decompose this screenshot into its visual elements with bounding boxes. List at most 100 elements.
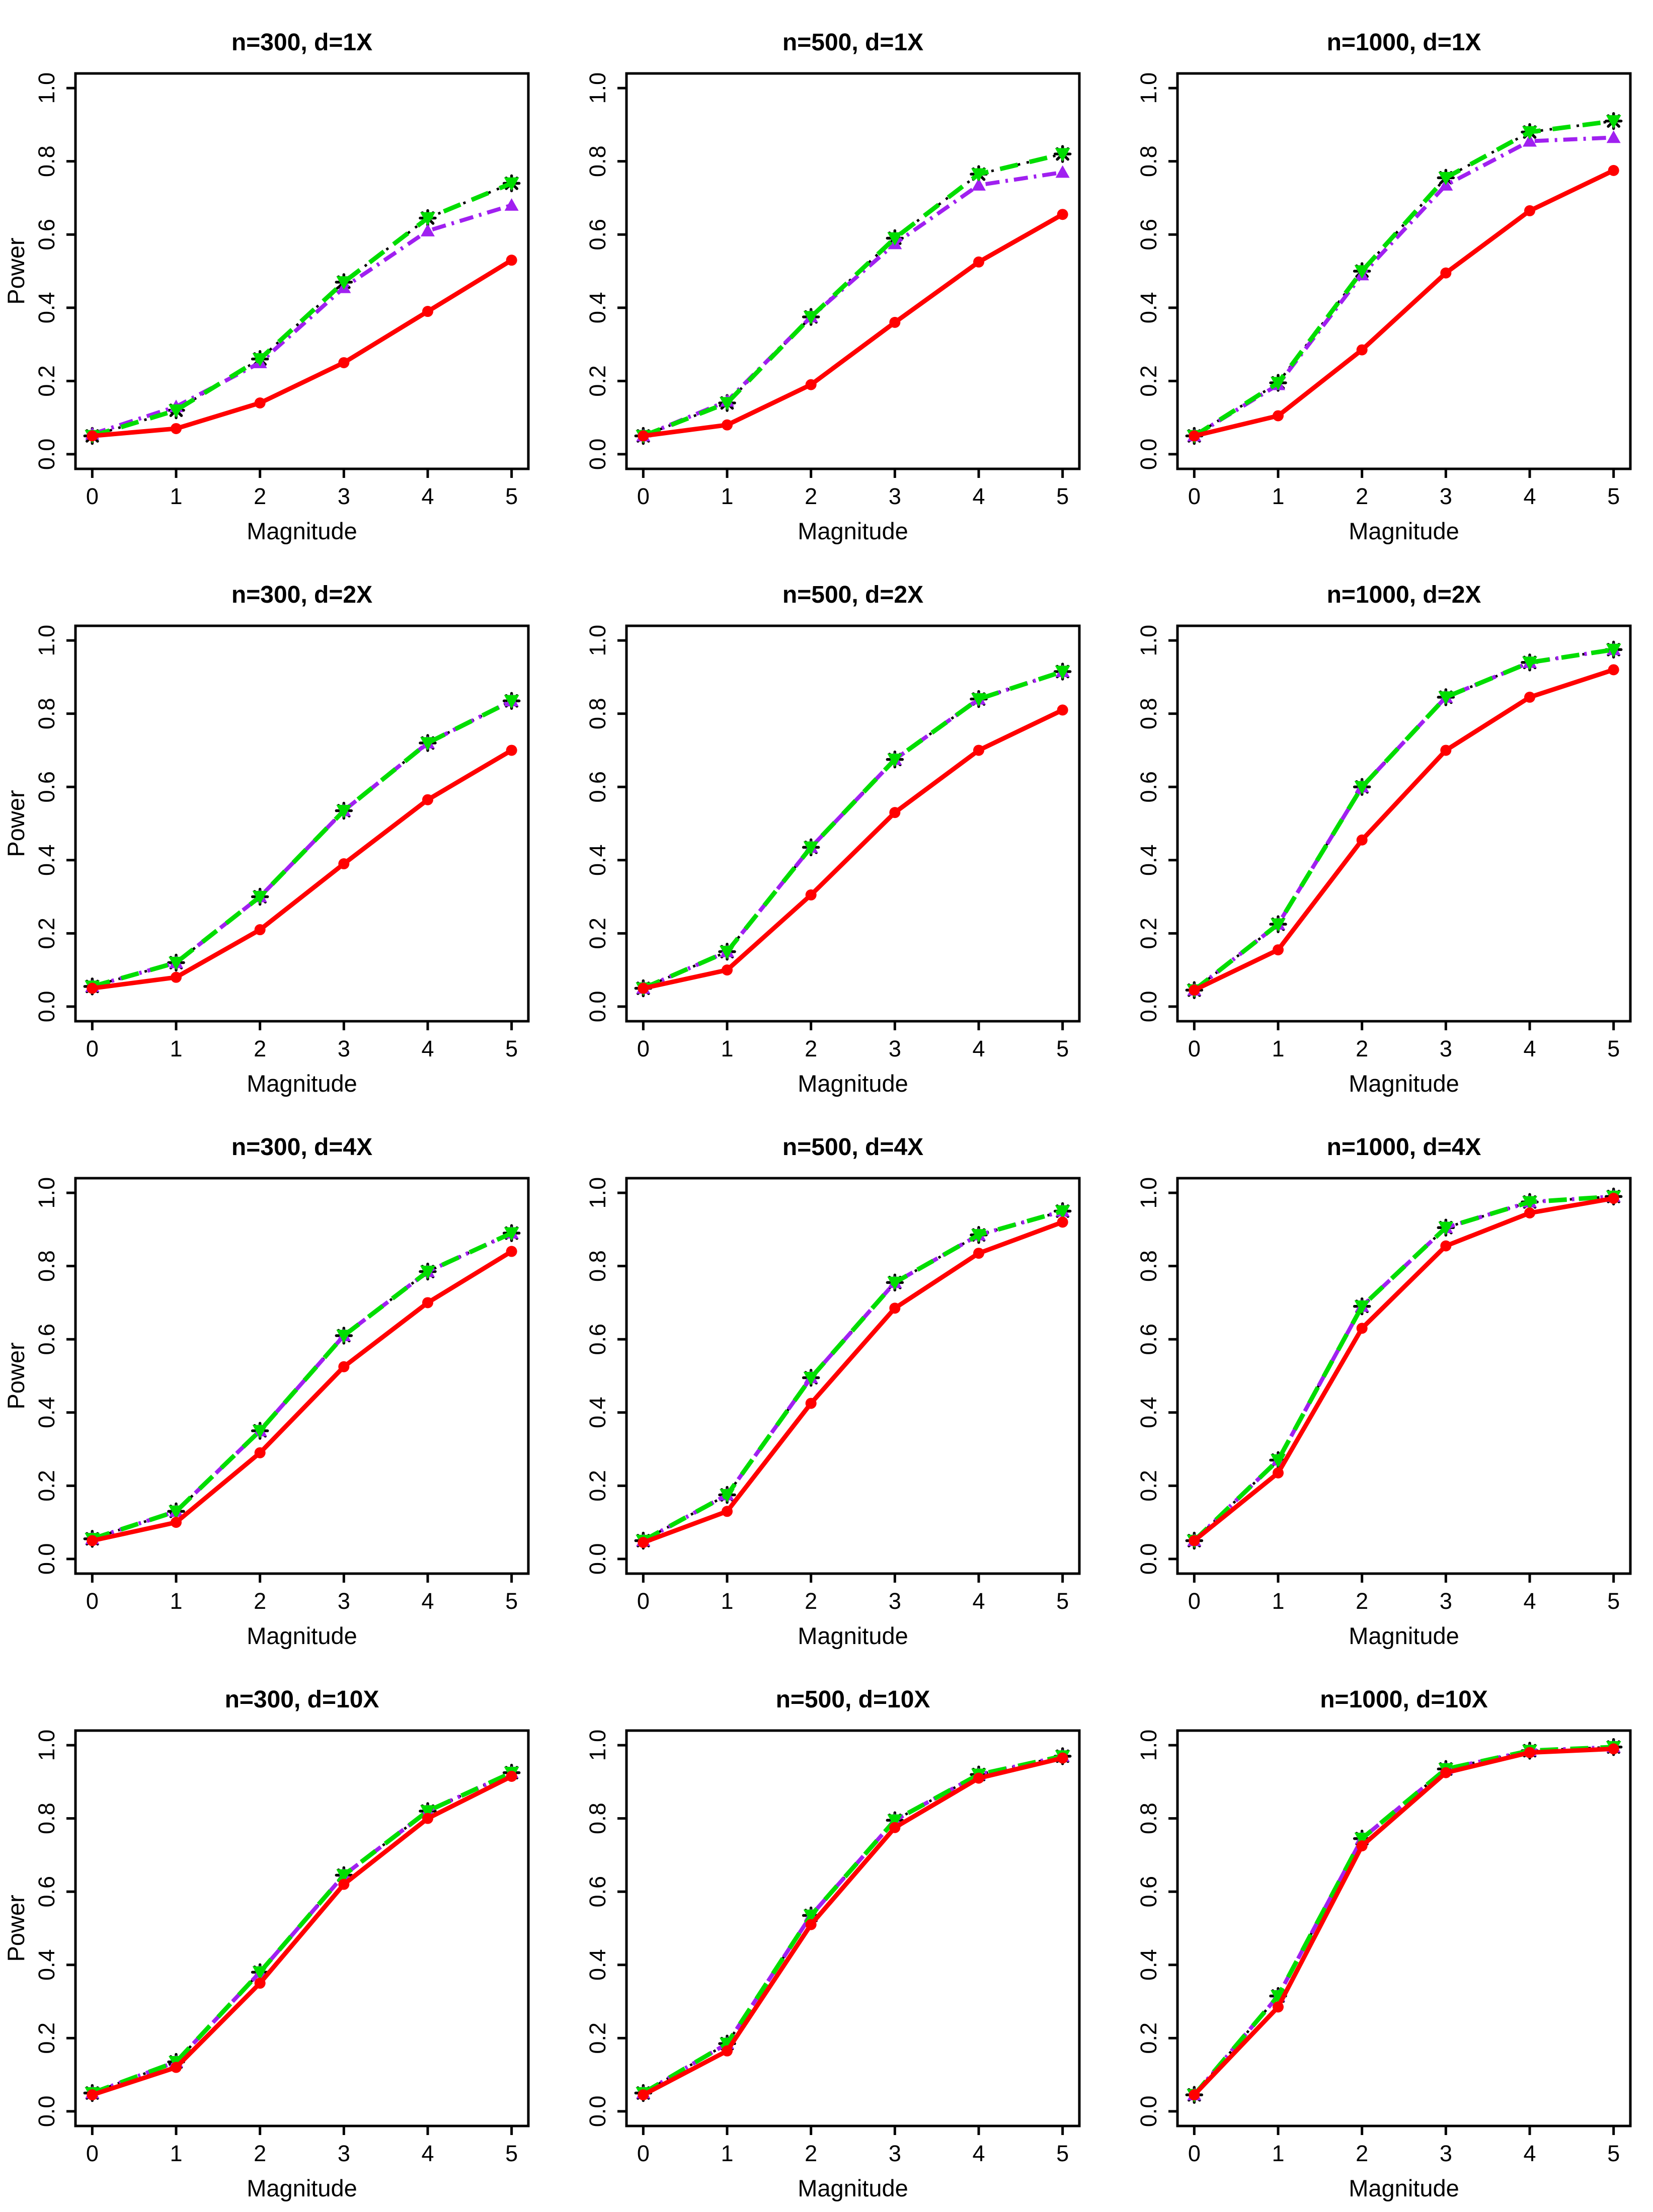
data-point-circle-marker — [1189, 1535, 1200, 1546]
series-line-green_dashed_triangle — [92, 699, 513, 989]
y-tick-label: 0.8 — [585, 1803, 610, 1834]
data-point-circle-marker — [1524, 1747, 1535, 1758]
data-point-circle-marker — [422, 1297, 433, 1308]
y-tick-label: 0.0 — [1136, 2096, 1161, 2127]
data-point-triangle-up-marker — [1523, 134, 1537, 147]
y-tick-label: 0.4 — [585, 844, 610, 876]
subplot-cell-1: n=300, d=1X 0 1 2 3 4 5 0.0 0.2 0.4 0.6 0.8 1.0 Magni… — [0, 0, 551, 552]
series-red_solid_circle — [1189, 664, 1619, 996]
y-axis-label: Power — [3, 790, 29, 857]
series-line-purple_dashdot_triangle — [1193, 647, 1614, 992]
y-tick-label: 0.0 — [1136, 1543, 1161, 1575]
x-axis-label: Magnitude — [798, 518, 908, 544]
x-tick-label: 0 — [637, 483, 650, 509]
subplot-cell-6: n=1000, d=2X 0 1 2 3 4 5 0.0 0.2 0.4 0.6 0.8 1.0 Magn… — [1102, 552, 1653, 1105]
y-tick-label: 0.8 — [1136, 1250, 1161, 1282]
data-point-triangle-down-marker — [971, 693, 986, 707]
subplot-n-300-d-4x: n=300, d=4X 0 1 2 3 4 5 0.0 0.2 0.4 0.6 0.8 1.0 Magni… — [3, 1134, 530, 1649]
series-purple_dashdot_triangle — [85, 1226, 519, 1544]
series-line-purple_dashdot_triangle — [642, 170, 1063, 438]
data-point-triangle-down-marker — [336, 804, 352, 818]
plot-title: n=1000, d=10X — [1320, 1686, 1488, 1713]
y-tick-label: 0.2 — [34, 365, 59, 397]
series-line-green_dashed_triangle — [91, 1231, 513, 1541]
series-purple_dashdot_triangle — [636, 1749, 1070, 2099]
data-point-triangle-down-marker — [504, 177, 519, 191]
data-point-circle-marker — [254, 1447, 266, 1458]
series-line-red_solid_circle — [92, 748, 513, 991]
x-tick-label: 4 — [421, 2141, 434, 2166]
series-line-red_solid_circle — [91, 1774, 513, 2097]
y-tick-label: 0.4 — [34, 1397, 59, 1428]
y-tick-label: 0.4 — [34, 292, 59, 323]
series-red_solid_circle — [638, 209, 1068, 442]
x-axis-label: Magnitude — [1349, 1070, 1459, 1097]
x-tick-label: 2 — [1356, 2141, 1368, 2166]
series-line-red_solid_circle — [1193, 1196, 1614, 1543]
data-point-triangle-down-marker — [1271, 1990, 1286, 2004]
series-purple_dashdot_triangle — [85, 694, 519, 992]
x-tick-label: 5 — [1607, 1588, 1620, 1614]
data-point-circle-marker — [87, 1535, 98, 1546]
x-tick-label: 0 — [637, 1588, 650, 1614]
x-tick-label: 5 — [1056, 2141, 1069, 2166]
x-tick-label: 3 — [889, 483, 901, 509]
subplot-cell-2: n=500, d=1X 0 1 2 3 4 5 0.0 0.2 0.4 0.6 0.8 1.0 Magni… — [551, 0, 1102, 552]
series-line-green_dashed_triangle — [642, 151, 1063, 438]
series-line-green_dashed_triangle — [642, 1209, 1063, 1543]
series-green_dashed_triangle — [85, 177, 519, 444]
data-point-triangle-up-marker — [421, 223, 435, 236]
y-tick-label: 0.6 — [585, 219, 610, 251]
y-tick-label: 0.4 — [585, 1397, 610, 1428]
series-black_dotted_star — [83, 174, 521, 445]
data-point-circle-marker — [254, 397, 266, 408]
data-point-circle-marker — [254, 924, 266, 936]
plot-box — [74, 72, 530, 470]
y-tick-label: 0.8 — [34, 145, 59, 177]
data-point-triangle-down-marker — [1438, 1221, 1454, 1236]
data-point-circle-marker — [1608, 1193, 1619, 1204]
x-tick-label: 1 — [1272, 1588, 1284, 1614]
series-red_solid_circle — [638, 704, 1068, 994]
y-tick-label: 0.8 — [585, 145, 610, 177]
series-line-green_dashed_triangle — [1193, 119, 1614, 438]
series-line-green_dashed_triangle — [1193, 647, 1614, 992]
y-tick-label: 1.0 — [585, 72, 610, 104]
data-point-circle-marker — [722, 419, 733, 431]
x-tick-label: 2 — [805, 1036, 817, 1061]
x-tick-label: 4 — [421, 1588, 434, 1614]
x-tick-label: 5 — [1056, 1036, 1069, 1061]
subplot-cell-11: n=500, d=10X 0 1 2 3 4 5 0.0 0.2 0.4 0.6 0.8 1.0 Magn… — [551, 1657, 1102, 2209]
x-axis-label: Magnitude — [247, 518, 357, 544]
data-point-triangle-down-marker — [887, 753, 903, 767]
series-line-red_solid_circle — [1194, 168, 1615, 438]
x-tick-label: 0 — [1188, 1036, 1201, 1061]
data-point-triangle-down-marker — [1522, 126, 1537, 140]
series-black_dotted_star — [1185, 112, 1623, 445]
y-tick-label: 0.8 — [34, 1250, 59, 1282]
plot-box — [74, 624, 530, 1023]
plot-box — [1176, 72, 1632, 470]
y-tick-label: 0.2 — [1136, 1470, 1161, 1502]
data-point-triangle-down-marker — [252, 1966, 268, 1980]
data-point-circle-marker — [1440, 1240, 1452, 1252]
x-tick-label: 2 — [254, 2141, 266, 2166]
x-tick-label: 1 — [721, 2141, 733, 2166]
y-tick-label: 0.8 — [1136, 698, 1161, 729]
data-point-triangle-down-marker — [420, 1265, 435, 1279]
data-point-circle-marker — [1524, 205, 1535, 216]
x-tick-label: 5 — [1056, 1588, 1069, 1614]
y-tick-label: 0.8 — [34, 1803, 59, 1834]
data-point-circle-marker — [338, 1361, 350, 1372]
data-point-circle-marker — [338, 1878, 350, 1890]
data-point-circle-marker — [638, 1537, 649, 1548]
data-point-circle-marker — [87, 2089, 98, 2101]
series-line-red_solid_circle — [92, 258, 513, 438]
y-tick-label: 0.4 — [585, 1949, 610, 1981]
series-green_dashed_triangle — [1187, 643, 1621, 998]
plot-title: n=300, d=4X — [231, 1134, 372, 1161]
data-point-triangle-down-marker — [887, 1276, 903, 1290]
data-point-triangle-down-marker — [887, 232, 903, 246]
data-point-circle-marker — [1440, 267, 1452, 279]
y-tick-label: 0.8 — [1136, 145, 1161, 177]
